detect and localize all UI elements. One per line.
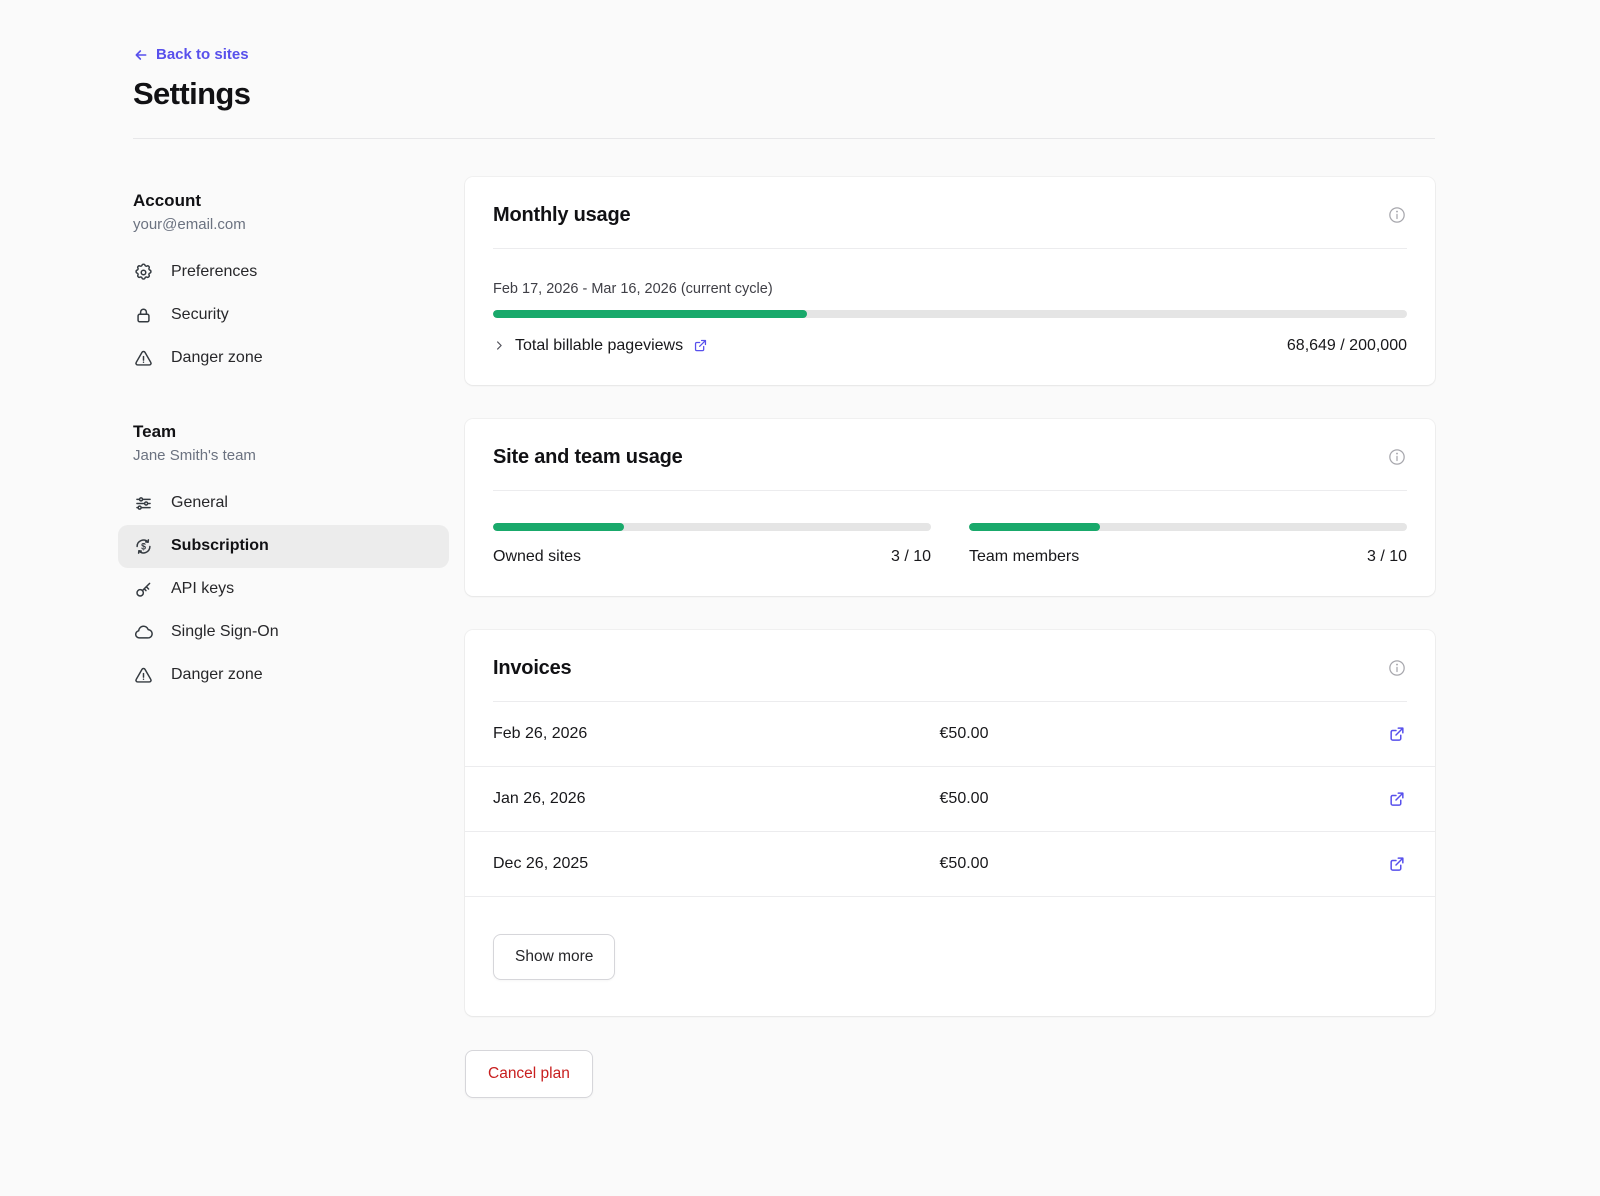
account-email: your@email.com (133, 215, 246, 233)
card-divider (493, 247, 1407, 249)
total-billable-pageviews-toggle[interactable]: Total billable pageviews (493, 337, 709, 355)
invoices-title: Invoices (493, 656, 572, 679)
site-team-usage-card: Site and team usage Owned sites (465, 418, 1435, 596)
cancel-plan-button[interactable]: Cancel plan (465, 1049, 593, 1098)
owned-sites-progress-fill (493, 522, 625, 531)
info-icon (1388, 206, 1406, 224)
monthly-usage-info-button[interactable] (1387, 205, 1407, 225)
billing-cycle-label: Feb 17, 2026 - Mar 16, 2026 (current cyc… (493, 280, 773, 297)
team-members-value: 3 / 10 (1366, 547, 1407, 565)
sidebar-item-subscription[interactable]: Subscription (118, 524, 449, 568)
info-icon (1388, 448, 1406, 466)
invoice-row: Dec 26, 2025 €50.00 (465, 832, 1435, 897)
cloud-icon (134, 625, 153, 639)
show-more-button[interactable]: Show more (493, 933, 616, 980)
arrow-left-icon (135, 49, 147, 60)
sliders-icon (136, 496, 151, 510)
invoice-amount: €50.00 (939, 724, 989, 742)
sidebar-item-account-danger-zone[interactable]: Danger zone (118, 337, 449, 380)
lock-icon (137, 307, 150, 323)
settings-sidebar: Account your@email.com Preferences Secur… (118, 177, 449, 697)
sidebar-item-label: Security (171, 306, 229, 323)
chevron-right-icon (493, 339, 506, 352)
subscription-panel: Monthly usage Feb 17, 2026 - Mar 16, 202… (465, 176, 1435, 1098)
monthly-usage-card: Monthly usage Feb 17, 2026 - Mar 16, 202… (465, 176, 1435, 385)
site-team-usage-info-button[interactable] (1387, 447, 1407, 467)
invoices-card: Invoices Feb 26, 2026 €50.00 (465, 629, 1435, 1016)
sidebar-section-account: Account your@email.com Preferences Secur… (133, 191, 439, 380)
invoice-list: Feb 26, 2026 €50.00 Jan 26, 2026 €50.00 (465, 702, 1435, 897)
info-icon (1388, 659, 1406, 677)
sidebar-section-team: Team Jane Smith's team General Subscript… (118, 421, 449, 697)
invoices-info-button[interactable] (1387, 658, 1407, 678)
team-members-label: Team members (969, 547, 1080, 565)
invoice-row: Jan 26, 2026 €50.00 (465, 767, 1435, 832)
monthly-usage-title: Monthly usage (493, 203, 631, 226)
gear-icon (135, 262, 152, 280)
sidebar-item-label: Danger zone (171, 349, 263, 366)
card-divider (493, 489, 1407, 491)
invoice-date: Feb 26, 2026 (493, 724, 588, 742)
external-link-icon (1390, 726, 1404, 741)
invoice-row: Feb 26, 2026 €50.00 (465, 702, 1435, 767)
card-divider (493, 700, 1407, 702)
warning-icon (135, 350, 152, 366)
owned-sites-label: Owned sites (493, 547, 582, 565)
invoice-external-link[interactable] (1387, 789, 1407, 809)
pageviews-external-link[interactable] (692, 337, 709, 354)
pageviews-progress-track (493, 309, 1407, 318)
sidebar-item-label: Danger zone (171, 666, 263, 683)
owned-sites-value: 3 / 10 (890, 547, 931, 565)
invoice-amount: €50.00 (939, 789, 989, 807)
sidebar-item-label: Single Sign-On (171, 623, 279, 640)
invoice-date: Jan 26, 2026 (493, 789, 586, 807)
external-link-icon (1390, 856, 1404, 871)
invoice-external-link[interactable] (1387, 854, 1407, 874)
external-link-icon (695, 339, 707, 352)
sidebar-item-label: Preferences (171, 263, 258, 280)
site-team-usage-title: Site and team usage (493, 445, 683, 468)
back-link-label: Back to sites (156, 46, 249, 63)
team-name: Jane Smith's team (133, 446, 256, 464)
sidebar-item-label: General (171, 494, 228, 511)
sidebar-item-general[interactable]: General (118, 482, 449, 525)
warning-icon (135, 667, 152, 683)
pageviews-progress-fill (493, 309, 807, 318)
team-members-meter: Team members 3 / 10 (969, 522, 1407, 566)
owned-sites-meter: Owned sites 3 / 10 (493, 522, 931, 566)
pageviews-label: Total billable pageviews (515, 336, 684, 354)
team-heading: Team (133, 421, 177, 441)
sidebar-item-team-danger-zone[interactable]: Danger zone (118, 654, 449, 697)
invoice-amount: €50.00 (939, 854, 989, 872)
sidebar-item-api-keys[interactable]: API keys (118, 568, 449, 611)
back-to-sites-link[interactable]: Back to sites (133, 46, 249, 63)
external-link-icon (1390, 791, 1404, 806)
owned-sites-progress-track (493, 522, 931, 531)
team-members-progress-track (969, 522, 1407, 531)
sidebar-item-label: API keys (171, 580, 235, 597)
page-title: Settings (133, 75, 251, 111)
sidebar-item-single-sign-on[interactable]: Single Sign-On (118, 611, 449, 654)
team-members-progress-fill (969, 522, 1101, 531)
account-heading: Account (133, 190, 201, 210)
pageviews-value: 68,649 / 200,000 (1286, 336, 1407, 354)
sidebar-item-label: Subscription (171, 537, 269, 554)
key-icon (136, 582, 151, 597)
invoice-external-link[interactable] (1387, 724, 1407, 744)
dollar-refresh-icon (136, 538, 151, 554)
sidebar-item-preferences[interactable]: Preferences (118, 251, 449, 294)
header-divider (133, 137, 1435, 139)
invoice-date: Dec 26, 2025 (493, 854, 589, 872)
sidebar-item-security[interactable]: Security (118, 294, 449, 337)
